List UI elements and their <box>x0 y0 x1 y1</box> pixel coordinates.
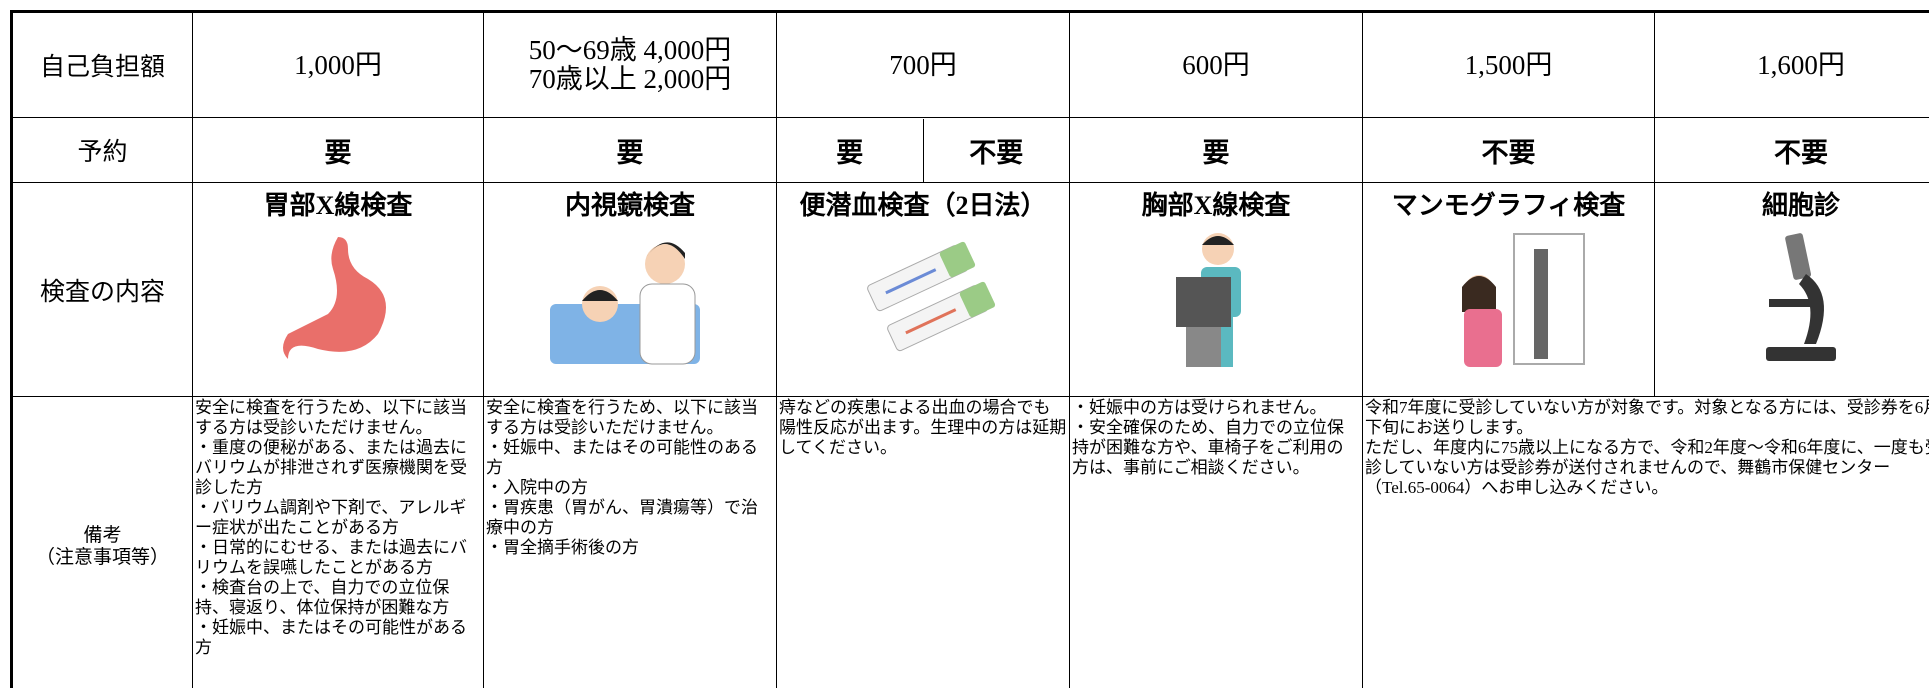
note-text: ・妊娠中の方は受けられません。 <box>1072 398 1327 417</box>
row-label-line: 備考 <box>83 524 122 546</box>
note-text: 安全に検査を行うため、以下に該当する方は受診いただけません。 <box>486 398 758 437</box>
table-cell: 安全に検査を行うため、以下に該当する方は受診いただけません。 ・妊娠中、またはその… <box>483 396 777 688</box>
exam-name: マンモグラフィ検査 <box>1391 191 1626 220</box>
note-text: ・日常的にむせる、または過去にバリウムを誤嚥したことがある方 <box>195 538 467 577</box>
exam-name: 便潜血検査（2日法） <box>799 191 1047 220</box>
note-text: ただし、年度内に75歳以上になる方で、令和2年度～令和6年度に、一度も受診してい… <box>1365 438 1929 497</box>
table-cell: 1,000円 <box>192 11 484 118</box>
illustration <box>777 229 1069 364</box>
illustration <box>193 229 483 364</box>
table-cell: 要 <box>192 117 484 183</box>
table-cell: 細胞診 <box>1654 182 1929 397</box>
table-cell: 50～69歳 4,000円 70歳以上 2,000円 <box>483 11 777 118</box>
table-cell: ・妊娠中の方は受けられません。 ・安全確保のため、自力での立位保持が困難な方や、車… <box>1069 396 1363 688</box>
note-text: 安全に検査を行うため、以下に該当する方は受診いただけません。 <box>195 398 467 437</box>
cost-line: 50～69歳 4,000円 <box>528 35 732 65</box>
exam-name: 胃部X線検査 <box>263 191 413 220</box>
row-label: 自己負担額 <box>11 11 193 118</box>
row-label: 検査の内容 <box>11 182 193 397</box>
table-cell: 1,600円 <box>1654 11 1929 118</box>
note-text: ・胃疾患（胃がん、胃潰瘍等）で治療中の方 <box>486 498 758 537</box>
table-row: 検査の内容 胃部X線検査 内視鏡検査 便潜血検査（2日法） 胸部X線検査 マンモグラフィ検… <box>11 182 1929 397</box>
note-text: ・入院中の方 <box>486 478 588 497</box>
note-text: ・安全確保のため、自力での立位保持が困難な方や、車椅子をご利用の方は、事前にご相… <box>1072 418 1344 477</box>
page: 自己負担額 1,000円 50～69歳 4,000円 70歳以上 2,000円 700円… <box>10 10 1929 688</box>
row-label: 備考 （注意事項等） <box>11 396 193 688</box>
table-cell: 胃部X線検査 <box>192 182 484 397</box>
table-row: 備考 （注意事項等） 安全に検査を行うため、以下に該当する方は受診いただけません。・… <box>11 396 1929 688</box>
table-cell: 600円 <box>1069 11 1363 118</box>
table-cell: 要 <box>483 117 777 183</box>
table-row: 予約要要要不要要不要 不要 <box>11 117 1929 183</box>
row-label: 予約 <box>11 117 193 183</box>
exam-name: 内視鏡検査 <box>564 191 695 220</box>
table-cell: 令和7年度に受診していない方が対象です。対象となる方には、受診券を6月下旬にお送… <box>1362 396 1929 688</box>
split-cell: 要 不要 <box>777 118 1070 182</box>
note-text: 痔などの疾患による出血の場合でも陽性反応が出ます。生理中の方は延期してください。 <box>779 398 1067 457</box>
exam-table: 自己負担額 1,000円 50～69歳 4,000円 70歳以上 2,000円 700円… <box>10 10 1929 688</box>
table-cell: 内視鏡検査 <box>483 182 777 397</box>
table-cell: 安全に検査を行うため、以下に該当する方は受診いただけません。 ・重度の便秘がある、… <box>192 396 484 688</box>
note-text: ・妊娠中、またはその可能性のある方 <box>486 438 758 477</box>
table-cell: 不要 <box>1654 117 1929 183</box>
note-text: ・胃全摘手術後の方 <box>486 538 639 557</box>
table-cell: 不要 <box>1362 117 1655 183</box>
note-text: ・妊娠中、またはその可能性がある方 <box>195 618 467 657</box>
illustration <box>484 229 776 374</box>
note-text: ・重度の便秘がある、または過去にバリウムが排泄されず医療機関を受診した方 <box>195 438 467 497</box>
exam-name: 胸部X線検査 <box>1141 191 1291 220</box>
note-text: ・バリウム調剤や下剤で、アレルギー症状が出たことがある方 <box>195 498 467 537</box>
table-cell: 要 <box>1069 117 1363 183</box>
exam-name: 細胞診 <box>1761 191 1840 220</box>
table-cell: 1,500円 <box>1362 11 1655 118</box>
table-cell: 痔などの疾患による出血の場合でも陽性反応が出ます。生理中の方は延期してください。 <box>776 396 1070 688</box>
row-label-line: （注意事項等） <box>35 546 169 568</box>
cost-line: 70歳以上 2,000円 <box>528 64 732 94</box>
reservation: 不要 <box>922 118 1070 182</box>
table-cell: 便潜血検査（2日法） <box>776 182 1070 397</box>
illustration <box>1655 229 1929 374</box>
note-text: 令和7年度に受診していない方が対象です。対象となる方には、受診券を6月下旬にお送… <box>1365 398 1929 437</box>
note-text: ・検査台の上で、自力での立位保持、寝返り、体位保持が困難な方 <box>195 578 450 617</box>
table-row: 自己負担額 1,000円 50～69歳 4,000円 70歳以上 2,000円 700円… <box>11 11 1929 118</box>
illustration <box>1070 229 1362 374</box>
table-cell: 胸部X線検査 <box>1069 182 1363 397</box>
table-cell: 要 不要 <box>776 117 1070 183</box>
table-cell: マンモグラフィ検査 <box>1362 182 1655 397</box>
table-cell: 700円 <box>776 11 1070 118</box>
reservation: 要 <box>836 137 864 168</box>
illustration <box>1363 229 1654 374</box>
